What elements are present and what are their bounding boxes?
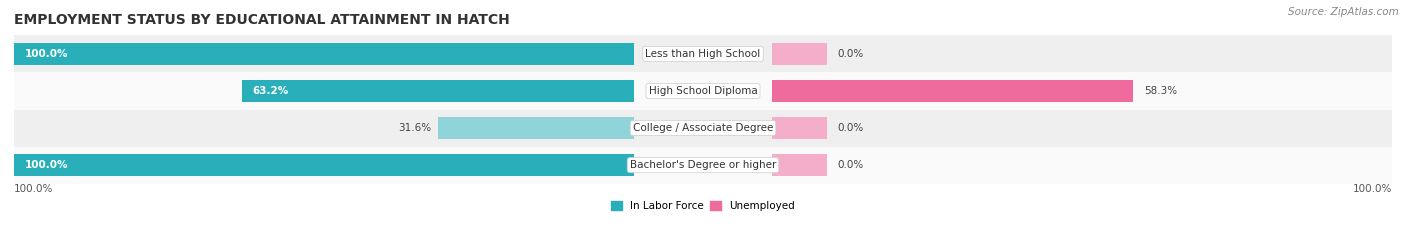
Bar: [14, 154, 634, 176]
Text: 0.0%: 0.0%: [838, 123, 863, 133]
Text: Bachelor's Degree or higher: Bachelor's Degree or higher: [630, 160, 776, 170]
Bar: [14, 35, 1392, 72]
Bar: [772, 154, 827, 176]
Bar: [14, 43, 634, 65]
Legend: In Labor Force, Unemployed: In Labor Force, Unemployed: [607, 197, 799, 215]
Text: 63.2%: 63.2%: [253, 86, 288, 96]
Text: 100.0%: 100.0%: [24, 49, 67, 59]
Bar: [14, 147, 1392, 184]
Text: College / Associate Degree: College / Associate Degree: [633, 123, 773, 133]
Text: 100.0%: 100.0%: [1353, 184, 1392, 194]
Bar: [772, 43, 827, 65]
Text: EMPLOYMENT STATUS BY EDUCATIONAL ATTAINMENT IN HATCH: EMPLOYMENT STATUS BY EDUCATIONAL ATTAINM…: [14, 13, 510, 27]
Bar: [439, 117, 634, 139]
Bar: [772, 80, 1133, 102]
Text: 31.6%: 31.6%: [398, 123, 432, 133]
Text: Source: ZipAtlas.com: Source: ZipAtlas.com: [1288, 7, 1399, 17]
Bar: [14, 72, 1392, 110]
Text: 0.0%: 0.0%: [838, 49, 863, 59]
Bar: [14, 110, 1392, 147]
Text: High School Diploma: High School Diploma: [648, 86, 758, 96]
Text: 0.0%: 0.0%: [838, 160, 863, 170]
Bar: [772, 117, 827, 139]
Text: 100.0%: 100.0%: [14, 184, 53, 194]
Bar: [242, 80, 634, 102]
Text: 100.0%: 100.0%: [24, 160, 67, 170]
Text: Less than High School: Less than High School: [645, 49, 761, 59]
Text: 58.3%: 58.3%: [1143, 86, 1177, 96]
